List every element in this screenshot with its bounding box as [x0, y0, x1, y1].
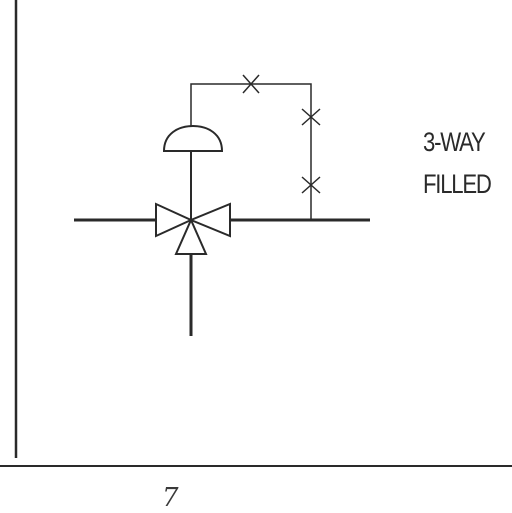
signal-line-x-mark — [301, 108, 321, 126]
signal-line-x-mark — [242, 74, 260, 94]
signal-line-x-mark — [301, 176, 321, 194]
valve-body-bottom-triangle — [174, 217, 208, 255]
valve-body-right-triangle — [188, 202, 231, 238]
three-way-valve-symbol — [74, 74, 370, 336]
symbol-label-line-2: FILLED — [423, 169, 492, 199]
page-number: 7 — [162, 483, 179, 513]
diaphragm-actuator — [162, 124, 224, 152]
symbol-label-line-1: 3-WAY — [423, 127, 486, 157]
valve-body-left-triangle — [155, 202, 194, 238]
